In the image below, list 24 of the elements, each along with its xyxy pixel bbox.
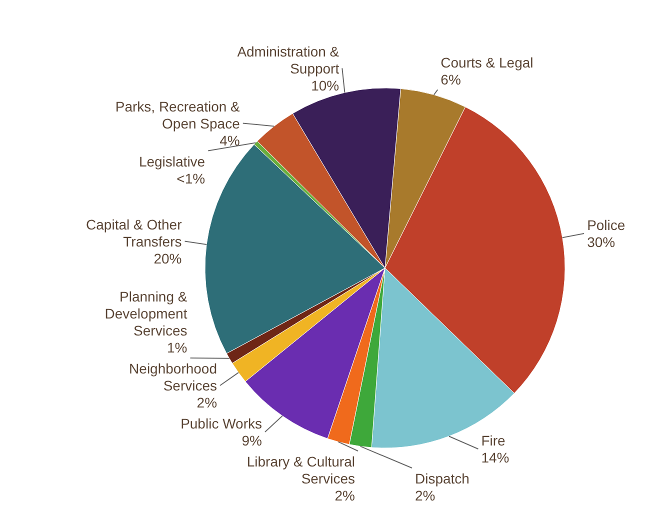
data-label: 2%	[415, 488, 436, 504]
data-label: 2%	[196, 394, 218, 411]
data-label: 30%	[587, 234, 616, 250]
data-label: <1%	[176, 170, 206, 186]
data-label: 14%	[481, 450, 510, 466]
data-label: 9%	[242, 432, 262, 449]
slice-label: Courts & Legal	[440, 54, 534, 70]
data-label: 4%	[220, 132, 240, 148]
slice-label: Library & Cultural Services	[246, 454, 355, 487]
slice-label: Legislative	[138, 153, 206, 170]
slice-label: Public Works	[180, 416, 262, 432]
data-label: 6%	[440, 71, 461, 88]
slice-label: Police	[587, 217, 626, 234]
data-label: 10%	[311, 77, 340, 94]
data-label: 1%	[167, 340, 188, 356]
data-label: 2%	[334, 488, 355, 504]
data-label: 20%	[154, 250, 182, 266]
slice-label: Dispatch	[415, 470, 470, 487]
slice-label: Administration & Support	[237, 43, 340, 76]
slice-label: Capital & Other Transfers	[86, 216, 182, 250]
slice-label: Parks, Recreation & Open Space	[115, 98, 241, 132]
slice-label: Neighborhood Services	[129, 360, 218, 394]
slice-label: Fire	[481, 432, 506, 449]
slice-label: Planning & Development Services	[104, 288, 188, 339]
